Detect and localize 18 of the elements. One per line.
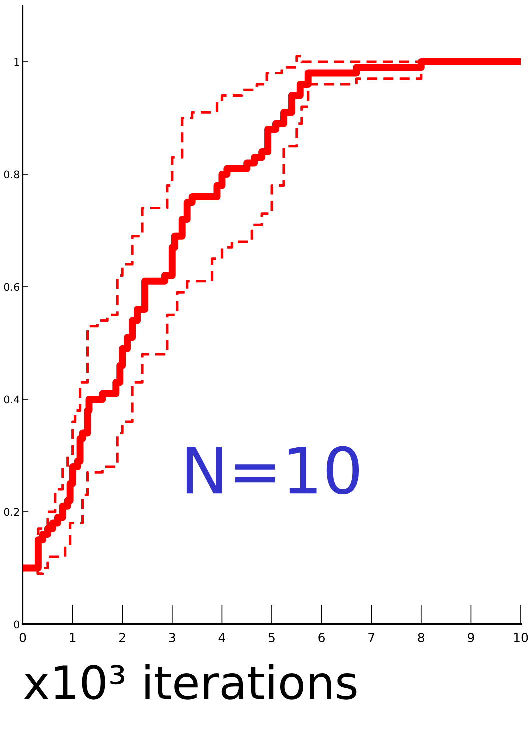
y-tick-label: 0 — [14, 620, 20, 629]
x-tick-label: 5 — [268, 633, 275, 643]
y-tick-label: 1 — [14, 58, 20, 66]
x-tick-label: 1 — [70, 633, 76, 642]
y-tick-label: 0.8 — [4, 170, 20, 179]
y-tick-label: 0.4 — [4, 396, 20, 404]
annotation: N=10 — [186, 446, 360, 495]
x-tick-label: 4 — [218, 633, 226, 642]
x-tick-label: 2 — [120, 633, 126, 642]
x-tick-label: 6 — [318, 633, 325, 643]
y-tick-label: 0.2 — [4, 508, 20, 516]
x-tick-label: 3 — [169, 633, 176, 643]
x-tick-label: 8 — [418, 633, 425, 643]
x-tick-label: 9 — [468, 633, 474, 643]
x-tick-label: 10 — [514, 633, 528, 643]
y-tick-label: 0.6 — [4, 283, 20, 292]
x-tick-label: 7 — [368, 633, 375, 642]
x-axis-title: x10³ iterations — [24, 664, 357, 700]
